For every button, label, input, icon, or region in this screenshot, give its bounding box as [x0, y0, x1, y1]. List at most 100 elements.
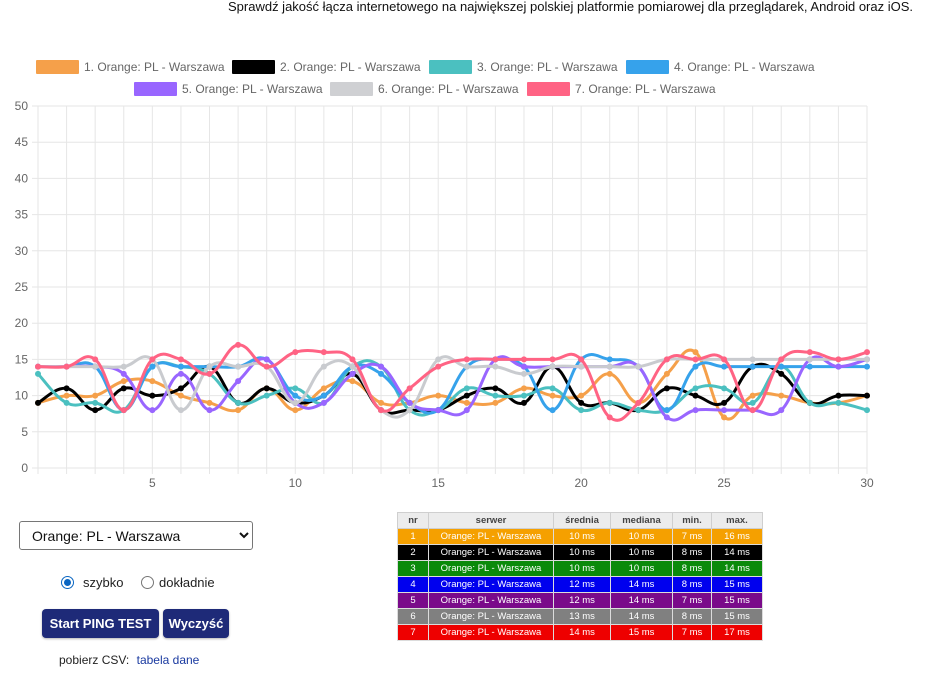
mode-accurate[interactable]: dokładnie — [141, 575, 215, 590]
cell-avg: 12 ms — [553, 592, 611, 609]
mode-fast[interactable]: szybko — [61, 575, 123, 590]
series-point-2 — [520, 399, 527, 406]
series-point-1 — [492, 399, 499, 406]
col-header-min: min. — [672, 512, 712, 529]
legend-label: 5. Orange: PL - Warszawa — [182, 82, 323, 96]
series-point-2 — [92, 407, 99, 414]
server-select[interactable]: Orange: PL - Warszawa — [19, 521, 253, 550]
y-tick-label: 40 — [15, 171, 29, 185]
series-point-5 — [378, 363, 385, 370]
legend-item-1[interactable]: 1. Orange: PL - Warszawa — [36, 58, 225, 76]
series-point-7 — [35, 363, 41, 370]
series-point-4 — [177, 363, 184, 370]
cell-median: 10 ms — [610, 528, 673, 545]
series-point-7 — [549, 356, 556, 363]
series-point-1 — [149, 378, 156, 385]
series-point-4 — [606, 356, 613, 363]
series-point-7 — [349, 356, 356, 363]
series-point-4 — [778, 363, 785, 370]
series-point-1 — [578, 392, 585, 399]
series-point-5 — [263, 356, 270, 363]
legend-item-5[interactable]: 5. Orange: PL - Warszawa — [134, 80, 323, 98]
cell-min: 8 ms — [672, 560, 712, 577]
legend-swatch — [429, 60, 472, 74]
y-tick-label: 20 — [15, 316, 29, 330]
series-point-1 — [692, 349, 699, 356]
series-point-3 — [806, 399, 813, 406]
cell-min: 8 ms — [672, 544, 712, 561]
cell-max: 15 ms — [711, 592, 763, 609]
cell-server: Orange: PL - Warszawa — [428, 560, 554, 577]
mode-accurate-label: dokładnie — [159, 575, 215, 590]
series-point-3 — [549, 385, 556, 392]
series-point-1 — [549, 392, 556, 399]
legend-item-4[interactable]: 4. Orange: PL - Warszawa — [626, 58, 815, 76]
series-point-2 — [120, 385, 127, 392]
legend-item-2[interactable]: 2. Orange: PL - Warszawa — [232, 58, 421, 76]
cell-server: Orange: PL - Warszawa — [428, 608, 554, 625]
series-point-3 — [578, 407, 585, 414]
table-row: 1 Orange: PL - Warszawa 10 ms 10 ms 7 ms 16 m… — [397, 528, 763, 545]
cell-min: 8 ms — [672, 576, 712, 593]
series-point-3 — [864, 407, 870, 414]
legend-swatch — [626, 60, 669, 74]
series-point-3 — [835, 399, 842, 406]
series-point-1 — [520, 385, 527, 392]
mode-fast-radio[interactable] — [61, 576, 74, 589]
series-point-5 — [663, 414, 670, 421]
y-tick-label: 0 — [21, 461, 28, 475]
series-point-5 — [463, 407, 470, 414]
cell-server: Orange: PL - Warszawa — [428, 624, 554, 641]
cell-max: 15 ms — [711, 576, 763, 593]
legend-label: 4. Orange: PL - Warszawa — [674, 60, 815, 74]
legend-item-3[interactable]: 3. Orange: PL - Warszawa — [429, 58, 618, 76]
legend-item-7[interactable]: 7. Orange: PL - Warszawa — [527, 80, 716, 98]
legend-label: 3. Orange: PL - Warszawa — [477, 60, 618, 74]
legend-item-6[interactable]: 6. Orange: PL - Warszawa — [330, 80, 519, 98]
series-point-7 — [692, 356, 699, 363]
y-tick-label: 25 — [15, 280, 29, 294]
series-point-7 — [864, 349, 870, 356]
clear-button[interactable]: Wyczyść — [163, 609, 229, 638]
series-point-4 — [806, 363, 813, 370]
cell-server: Orange: PL - Warszawa — [428, 528, 554, 545]
series-point-7 — [263, 363, 270, 370]
series-point-4 — [292, 392, 299, 399]
series-point-1 — [235, 407, 242, 414]
col-header-median: mediana — [610, 512, 673, 529]
series-point-6 — [864, 356, 870, 363]
series-point-6 — [806, 356, 813, 363]
series-point-7 — [63, 363, 70, 370]
series-point-3 — [721, 385, 728, 392]
cell-max: 14 ms — [711, 544, 763, 561]
legend-row-1: 1. Orange: PL - Warszawa 2. Orange: PL -… — [0, 58, 939, 76]
cell-nr: 3 — [397, 560, 429, 577]
series-point-1 — [378, 399, 385, 406]
series-point-3 — [692, 385, 699, 392]
col-header-server: serwer — [428, 512, 554, 529]
start-ping-button[interactable]: Start PING TEST — [42, 609, 159, 638]
legend-swatch — [330, 82, 373, 96]
table-row: 6 Orange: PL - Warszawa 13 ms 14 ms 8 ms 15 m… — [397, 608, 763, 625]
csv-data-link[interactable]: dane — [172, 653, 200, 667]
series-point-4 — [320, 392, 327, 399]
cell-median: 10 ms — [610, 544, 673, 561]
table-header-row: nr serwer średnia mediana min. max. — [397, 512, 763, 529]
series-point-2 — [778, 370, 785, 377]
cell-min: 8 ms — [672, 608, 712, 625]
results-body: 1 Orange: PL - Warszawa 10 ms 10 ms 7 ms 16 m… — [397, 528, 763, 641]
series-point-1 — [721, 414, 728, 421]
series-point-1 — [463, 399, 470, 406]
csv-table-link[interactable]: tabela — [136, 653, 170, 667]
mode-accurate-radio[interactable] — [141, 576, 154, 589]
legend-swatch — [134, 82, 177, 96]
series-point-7 — [320, 349, 327, 356]
y-tick-label: 45 — [15, 135, 29, 149]
series-point-3 — [520, 392, 527, 399]
cell-avg: 14 ms — [553, 624, 611, 641]
series-point-6 — [435, 356, 442, 363]
csv-label: pobierz CSV: — [59, 653, 130, 667]
cell-avg: 10 ms — [553, 560, 611, 577]
series-point-1 — [320, 385, 327, 392]
mode-fast-label: szybko — [83, 575, 124, 590]
